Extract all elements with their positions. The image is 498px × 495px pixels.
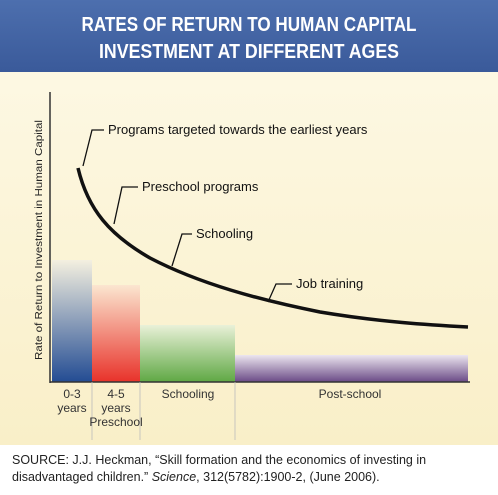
separators [91,382,236,440]
stage-label: Post-school [319,387,382,401]
annotation: Preschool programs [142,179,259,194]
stage-label: Schooling [162,387,215,401]
stage-block [140,325,235,382]
plot-background [0,72,498,445]
annotation: Schooling [196,226,253,241]
stage-label: years [57,401,86,415]
title-line: RATES OF RETURN TO HUMAN CAPITAL [82,14,417,36]
stage-label: Preschool [89,415,142,429]
source-text: , 312(5782):1900-2, (June 2006). [196,470,380,484]
title-line: INVESTMENT AT DIFFERENT AGES [99,41,399,63]
stage-block [52,260,92,382]
source-note: SOURCE: J.J. Heckman, “Skill formation a… [12,452,490,486]
stage-label: 4-5 [107,387,125,401]
source-text: SOURCE: J.J. Heckman, “Skill formation a… [12,453,427,484]
stage-block [92,285,140,382]
stage-block [235,355,468,382]
stage-label: 0-3 [63,387,81,401]
header-band [0,0,498,72]
annotation: Job training [296,276,363,291]
figure: RATES OF RETURN TO HUMAN CAPITAL INVESTM… [0,0,498,445]
annotation: Programs targeted towards the earliest y… [108,122,368,137]
leaders [82,129,292,303]
y-axis-label: Rate of Return to Investment in Human Ca… [33,120,45,360]
return-curve [76,167,469,329]
source-journal: Science [151,470,197,484]
stage-label: years [101,401,130,415]
